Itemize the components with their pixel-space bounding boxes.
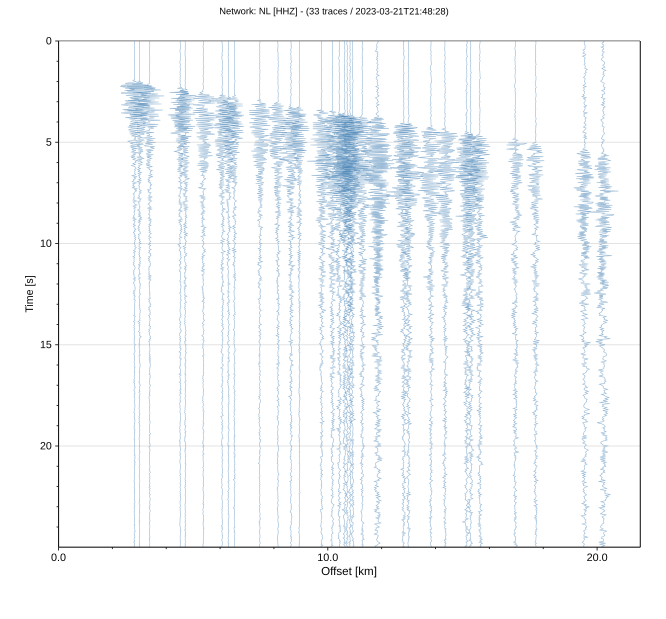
svg-text:5: 5 — [46, 137, 52, 149]
svg-text:15: 15 — [40, 339, 52, 351]
svg-text:Offset [km]: Offset [km] — [321, 565, 377, 578]
svg-text:Network: NL [HHZ] - (33 traces: Network: NL [HHZ] - (33 traces / 2023-03… — [219, 5, 448, 16]
svg-text:20.0: 20.0 — [587, 552, 608, 564]
svg-text:10: 10 — [40, 238, 52, 250]
svg-text:10.0: 10.0 — [317, 552, 338, 564]
svg-text:0.0: 0.0 — [51, 552, 66, 564]
svg-text:Time [s]: Time [s] — [24, 275, 36, 312]
svg-text:0: 0 — [46, 35, 52, 47]
svg-text:20: 20 — [40, 440, 52, 452]
